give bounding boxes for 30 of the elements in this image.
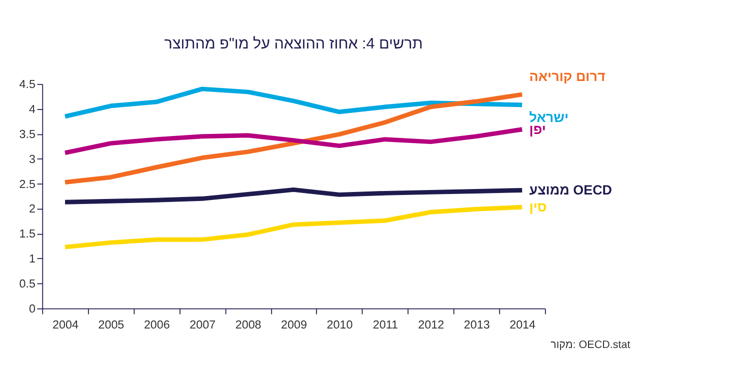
line-series [62, 86, 524, 119]
x-tick-label: 2014 [510, 318, 536, 332]
y-tick-label: 2.5 [19, 178, 36, 191]
series-label: סין [529, 200, 547, 215]
y-tick-label: 0.5 [19, 278, 36, 291]
x-tick-label: 2004 [52, 318, 79, 332]
x-tick-label: 2006 [144, 318, 170, 332]
line-series [62, 204, 524, 250]
y-tick-label: 3 [28, 152, 36, 166]
y-tick-label: 3.5 [19, 128, 36, 141]
x-tick-label: 2013 [464, 318, 490, 332]
y-tick-label: 2 [28, 202, 36, 216]
x-tick-label: 2009 [281, 318, 307, 332]
x-tick-label: 2010 [326, 318, 354, 332]
x-tick-label: 2012 [418, 318, 444, 332]
line-series [62, 127, 524, 156]
text: מקור: OECD.stat [550, 338, 630, 351]
y-tick-label: 1.5 [19, 228, 36, 241]
x-tick-label: 2008 [235, 318, 262, 332]
y-tick-label: 4 [28, 102, 36, 116]
x-tick-label: 2007 [190, 318, 216, 332]
series-label: דרום קוריאה [529, 68, 606, 84]
series-label: ממוצע OECD [529, 182, 612, 198]
x-tick-label: 2005 [98, 318, 124, 332]
line-series [62, 92, 524, 184]
y-tick-label: 1 [28, 252, 36, 266]
chart-title: תרשים 4: אחוז ההוצאה על מו"פ מהתוצר [164, 36, 423, 53]
y-tick-label: 4.5 [19, 78, 36, 91]
x-tick-label: 2011 [372, 318, 398, 332]
y-tick-label: 0 [28, 302, 36, 316]
